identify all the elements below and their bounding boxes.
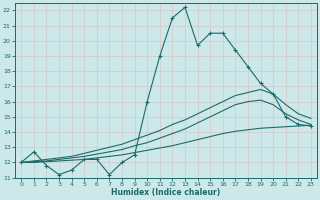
X-axis label: Humidex (Indice chaleur): Humidex (Indice chaleur) bbox=[111, 188, 221, 197]
